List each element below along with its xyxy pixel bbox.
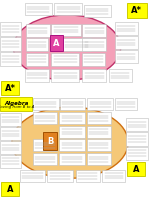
FancyBboxPatch shape [0,127,21,140]
FancyBboxPatch shape [60,98,85,110]
Text: A: A [133,165,139,174]
FancyBboxPatch shape [26,38,48,51]
Ellipse shape [12,107,128,178]
FancyBboxPatch shape [126,132,148,146]
FancyBboxPatch shape [51,24,81,36]
FancyBboxPatch shape [0,97,32,111]
Ellipse shape [13,15,121,80]
FancyBboxPatch shape [87,139,111,151]
FancyBboxPatch shape [102,170,125,182]
FancyBboxPatch shape [115,36,138,49]
FancyBboxPatch shape [25,69,49,82]
FancyBboxPatch shape [0,113,21,126]
FancyBboxPatch shape [126,118,148,131]
FancyBboxPatch shape [59,126,85,138]
FancyBboxPatch shape [43,132,57,150]
FancyBboxPatch shape [84,5,111,17]
FancyBboxPatch shape [76,170,100,182]
FancyBboxPatch shape [33,112,57,124]
FancyBboxPatch shape [82,24,106,37]
FancyBboxPatch shape [115,50,138,63]
Text: A: A [53,39,59,48]
FancyBboxPatch shape [20,170,45,182]
FancyBboxPatch shape [51,69,79,82]
FancyBboxPatch shape [87,98,113,110]
FancyBboxPatch shape [115,22,138,35]
FancyBboxPatch shape [51,53,79,66]
Text: B: B [47,137,53,146]
FancyBboxPatch shape [87,153,111,165]
FancyBboxPatch shape [82,38,106,51]
FancyBboxPatch shape [82,69,106,82]
FancyBboxPatch shape [33,98,59,110]
FancyBboxPatch shape [0,52,21,66]
FancyBboxPatch shape [1,182,19,196]
Text: Algebra: Algebra [4,101,28,106]
Text: A: A [7,185,13,194]
FancyBboxPatch shape [1,81,19,95]
FancyBboxPatch shape [0,22,21,36]
FancyBboxPatch shape [26,53,48,66]
Text: A*: A* [131,6,142,15]
FancyBboxPatch shape [62,38,91,51]
FancyBboxPatch shape [115,98,137,110]
FancyBboxPatch shape [50,35,63,51]
FancyBboxPatch shape [126,147,148,160]
FancyBboxPatch shape [33,153,57,165]
FancyBboxPatch shape [127,162,145,176]
FancyBboxPatch shape [109,69,132,82]
FancyBboxPatch shape [59,139,85,151]
FancyBboxPatch shape [0,37,21,51]
FancyBboxPatch shape [54,3,82,15]
FancyBboxPatch shape [59,153,85,165]
Text: A*: A* [5,84,16,93]
FancyBboxPatch shape [87,112,111,124]
Text: Moving from B to A: Moving from B to A [0,105,35,109]
FancyBboxPatch shape [47,170,73,182]
FancyBboxPatch shape [0,155,21,168]
FancyBboxPatch shape [127,3,147,18]
FancyBboxPatch shape [25,3,52,15]
FancyBboxPatch shape [59,112,85,124]
FancyBboxPatch shape [26,24,50,37]
FancyBboxPatch shape [0,141,21,154]
FancyBboxPatch shape [33,139,57,151]
FancyBboxPatch shape [82,53,105,66]
FancyBboxPatch shape [87,126,111,138]
